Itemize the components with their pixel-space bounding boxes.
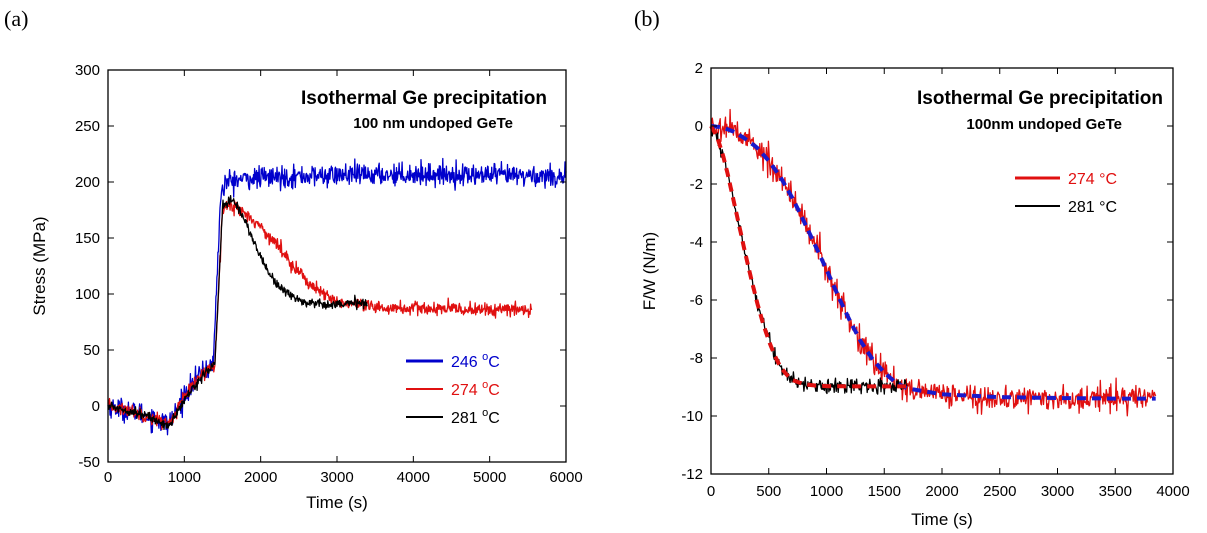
- panel-b-subtitle: 100nm undoped GeTe: [966, 116, 1122, 133]
- panel-b-ytick-label: -8: [690, 350, 703, 367]
- panel-a-ytick-label: 0: [92, 398, 100, 415]
- panel-b: (b) 0 500 1000 1500 2000 2500 3000 3500 4000 -12 -…: [634, 6, 1190, 529]
- panel-a-ytick-label: 250: [75, 118, 100, 135]
- panel-b-series-281-c-fit: [709, 125, 909, 389]
- legend-label-274: 274 oC: [451, 379, 500, 399]
- panel-b-ytick-label: -2: [690, 176, 703, 193]
- panel-a-xtick-label: 1000: [168, 469, 201, 486]
- panel-b-plot-series: [709, 108, 1157, 417]
- panel-a-xtick-label: 6000: [549, 469, 582, 486]
- panel-a-xtick-label: 3000: [320, 469, 353, 486]
- panel-a-xtick-label: 4000: [397, 469, 430, 486]
- panel-a-ytick-label: -50: [78, 454, 100, 471]
- panel-b-series-274-c: [710, 108, 1157, 417]
- panel-b-xtick-label: 0: [707, 483, 715, 500]
- panel-a-xtick-label: 2000: [244, 469, 277, 486]
- panel-a-xtick-label: 0: [104, 469, 112, 486]
- panel-b-xtick-label: 3000: [1041, 483, 1074, 500]
- panel-a-legend: 246 oC 274 oC 281 oC: [406, 351, 500, 427]
- panel-a-xtick-label: 5000: [473, 469, 506, 486]
- panel-b-xtick-label: 1500: [868, 483, 901, 500]
- panel-a-ytick-label: 50: [83, 342, 100, 359]
- panel-a-ylabel: Stress (MPa): [30, 216, 49, 315]
- panel-a: (a) 0 1000 2000 3000 4000 5000 6000-5005010015…: [4, 6, 583, 512]
- panel-a-series-246-c: [107, 157, 567, 436]
- legend-label-274-b: 274 °C: [1068, 171, 1117, 188]
- panel-b-xlabel: Time (s): [911, 510, 973, 529]
- panel-b-label: (b): [634, 6, 660, 31]
- panel-b-ytick-label: 2: [695, 60, 703, 77]
- legend-label-246: 246 oC: [451, 351, 500, 371]
- panel-b-xtick-label: 2000: [925, 483, 958, 500]
- panel-b-xtick-label: 4000: [1156, 483, 1189, 500]
- panel-b-ylabel: F/W (N/m): [640, 232, 659, 310]
- legend-label-281-b: 281 °C: [1068, 199, 1117, 216]
- panel-b-ytick-label: -4: [690, 234, 703, 251]
- panel-a-plot-series: [107, 157, 567, 436]
- panel-a-ytick-label: 100: [75, 286, 100, 303]
- panel-a-title: Isothermal Ge precipitation: [301, 88, 547, 109]
- panel-b-ytick-label: 0: [695, 118, 703, 135]
- panel-b-series-274-c-fit: [710, 124, 1156, 401]
- panel-b-series-281-c: [710, 124, 908, 395]
- panel-b-legend: 274 °C 281 °C: [1015, 171, 1117, 216]
- panel-b-xtick-label: 2500: [983, 483, 1016, 500]
- panel-a-subtitle: 100 nm undoped GeTe: [353, 115, 513, 132]
- panel-a-ytick-label: 300: [75, 62, 100, 79]
- panel-a-ytick-label: 200: [75, 174, 100, 191]
- panel-a-ticks: 0 1000 2000 3000 4000 5000 6000-50050100150200…: [75, 62, 583, 486]
- panel-b-title: Isothermal Ge precipitation: [917, 88, 1163, 109]
- panel-b-ytick-label: -10: [681, 408, 703, 425]
- panel-a-label: (a): [4, 6, 28, 31]
- legend-label-281: 281 oC: [451, 407, 500, 427]
- panel-b-xtick-label: 1000: [810, 483, 843, 500]
- panel-a-ytick-label: 150: [75, 230, 100, 247]
- panel-a-series-281-c: [107, 194, 368, 431]
- panel-b-ytick-label: -12: [681, 466, 703, 483]
- panel-b-ticks: 0 500 1000 1500 2000 2500 3000 3500 4000 -12 -10 -8…: [681, 60, 1189, 500]
- panel-b-ytick-label: -6: [690, 292, 703, 309]
- panel-a-xlabel: Time (s): [306, 493, 368, 512]
- panel-b-xtick-label: 500: [756, 483, 781, 500]
- panel-b-xtick-label: 3500: [1099, 483, 1132, 500]
